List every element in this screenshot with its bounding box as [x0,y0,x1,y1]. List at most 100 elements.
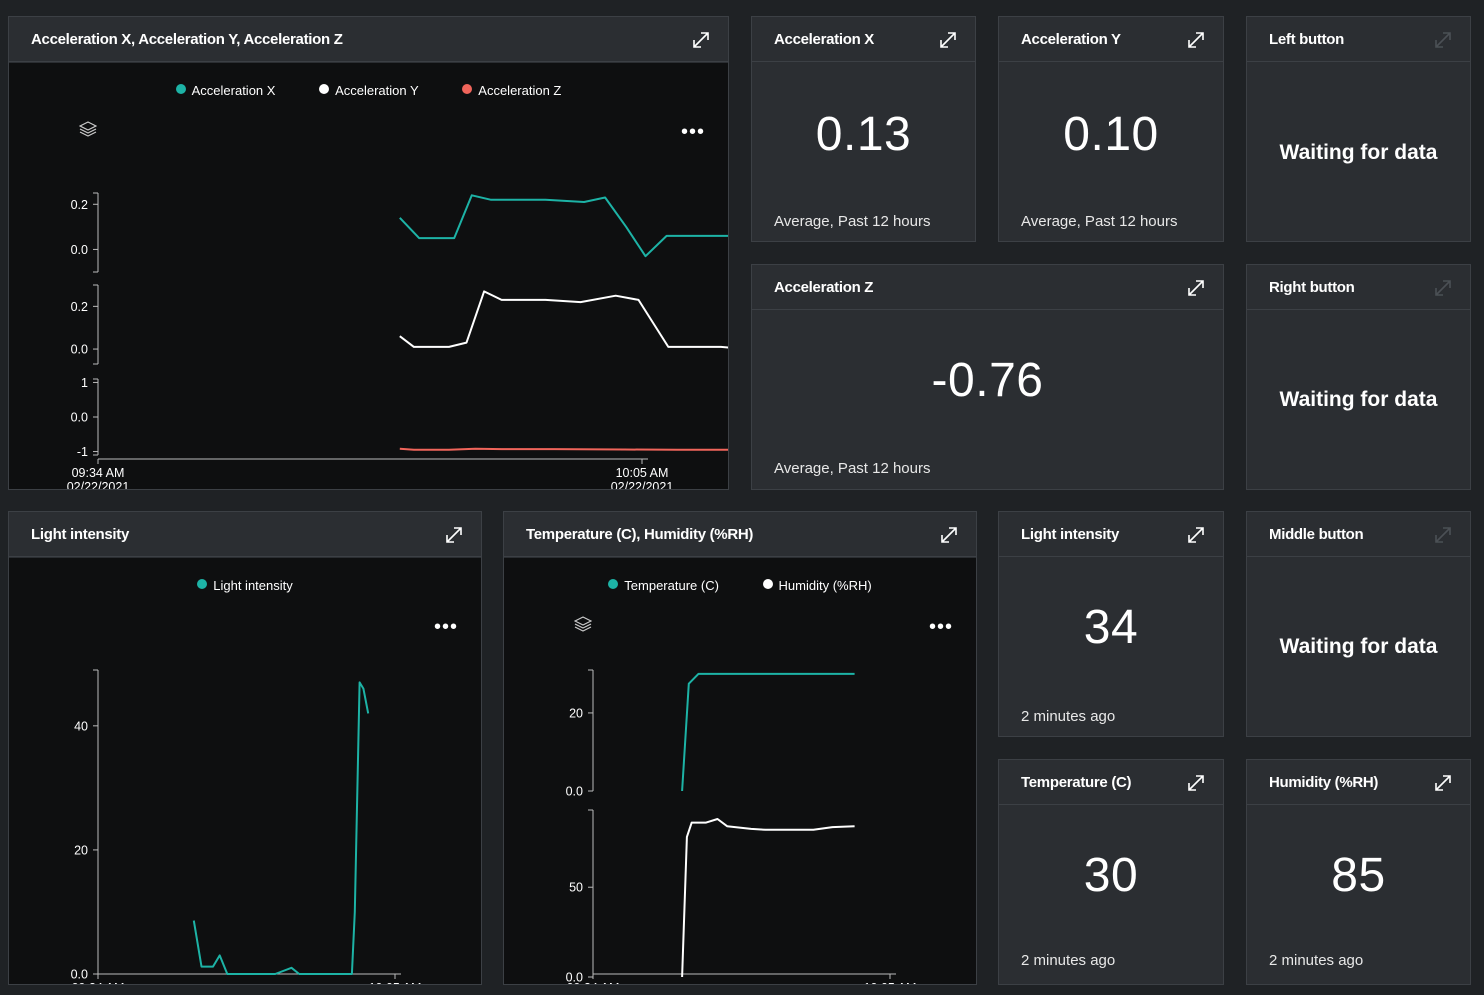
expand-icon[interactable] [938,524,960,546]
tile-title: Middle button [1269,526,1364,543]
tile-title: Light intensity [1021,526,1119,543]
expand-icon[interactable] [1185,277,1207,299]
status-text: Waiting for data [1279,141,1438,164]
series-line-light-intensity [192,681,370,975]
legend-item-acceleration-z[interactable]: Acceleration Z [462,83,561,98]
tile-header: Acceleration X [752,17,975,62]
temperature-kpi-tile: Temperature (C) 30 2 minutes ago [998,759,1224,985]
series-line-acceleration-y [399,290,728,349]
expand-icon[interactable] [690,29,712,51]
x-tick-date: 02/22/2021 [67,480,130,489]
tile-header: Temperature (C), Humidity (%RH) [504,512,976,557]
tile-title: Light intensity [31,526,129,543]
tile-header: Acceleration Y [999,17,1223,62]
tile-title: Temperature (C) [1021,774,1132,791]
legend-item-temperature[interactable]: Temperature (C) [608,578,719,593]
y-tick-label: 0.2 [71,300,88,314]
tile-title: Acceleration Y [1021,31,1121,48]
tile-title: Acceleration X, Acceleration Y, Accelera… [31,31,343,48]
tile-title: Humidity (%RH) [1269,774,1379,791]
tile-header: Temperature (C) [999,760,1223,805]
tile-header: Light intensity [9,512,481,557]
chart-legend: Acceleration X Acceleration Y Accelerati… [9,83,728,98]
layers-icon[interactable] [78,121,98,142]
chart-area: Light intensity ••• 09:34 AM02/22/202110… [9,558,481,984]
legend-dot-icon [462,84,473,94]
kpi-subtitle: Average, Past 12 hours [1021,213,1178,230]
temp-humidity-chart-tile: Temperature (C), Humidity (%RH) Temperat… [503,511,977,985]
accel-chart-tile: Acceleration X, Acceleration Y, Accelera… [8,16,729,490]
x-tick-label: 10:05 AM [864,981,917,984]
layers-icon[interactable] [573,616,593,637]
y-tick-label: 0.0 [71,411,88,425]
kpi-subtitle: 2 minutes ago [1021,708,1116,725]
accel-z-kpi-tile: Acceleration Z -0.76 Average, Past 12 ho… [751,264,1224,490]
y-tick-label: 0.0 [566,971,583,985]
x-tick-label: 09:34 AM [567,981,620,984]
legend-item-acceleration-y[interactable]: Acceleration Y [319,83,419,98]
kpi-value: 34 [1083,601,1139,654]
chart-area: Temperature (C) Humidity (%RH) ••• 09:34… [504,558,976,984]
tile-title: Acceleration Z [774,279,874,296]
expand-icon[interactable] [937,29,959,51]
tile-header: Acceleration X, Acceleration Y, Accelera… [9,17,728,62]
tile-header: Left button [1247,17,1470,62]
legend-dot-icon [175,84,186,94]
kpi-value: 30 [1083,849,1139,902]
legend-label: Acceleration Z [478,83,562,98]
legend-item-humidity[interactable]: Humidity (%RH) [762,578,872,593]
legend-item-acceleration-x[interactable]: Acceleration X [175,83,276,98]
expand-icon [1432,524,1454,546]
kpi-value: 85 [1331,849,1386,902]
middle-button-tile: Middle button Waiting for data [1246,511,1471,737]
tile-title: Right button [1269,279,1355,296]
kpi-value: 0.13 [815,108,912,161]
legend-dot-icon [762,579,773,589]
legend-label: Light intensity [213,578,293,593]
x-tick-label: 10:05 AM [369,981,422,984]
chart-area: Acceleration X Acceleration Y Accelerati… [9,63,728,489]
y-tick-label: 1 [81,376,88,390]
y-tick-label: 0.2 [71,198,88,212]
expand-icon[interactable] [1185,524,1207,546]
legend-label: Acceleration X [191,83,276,98]
chart-legend: Temperature (C) Humidity (%RH) [504,578,976,593]
legend-label: Acceleration Y [335,83,419,98]
accel-x-kpi-tile: Acceleration X 0.13 Average, Past 12 hou… [751,16,976,242]
expand-icon[interactable] [1185,772,1207,794]
legend-item-light-intensity[interactable]: Light intensity [197,578,293,593]
legend-label: Temperature (C) [624,578,719,593]
legend-dot-icon [197,579,208,589]
right-button-tile: Right button Waiting for data [1246,264,1471,490]
series-line-acceleration-z [399,447,728,451]
expand-icon[interactable] [1432,772,1454,794]
kpi-subtitle: Average, Past 12 hours [774,213,931,230]
tile-title: Temperature (C), Humidity (%RH) [526,526,754,543]
humidity-kpi-tile: Humidity (%RH) 85 2 minutes ago [1246,759,1471,985]
accel-y-kpi-tile: Acceleration Y 0.10 Average, Past 12 hou… [998,16,1224,242]
legend-label: Humidity (%RH) [778,578,872,593]
expand-icon [1432,277,1454,299]
legend-dot-icon [319,84,330,94]
expand-icon[interactable] [1185,29,1207,51]
chart-legend: Light intensity [9,578,481,593]
x-tick-label: 09:34 AM [72,981,125,984]
x-tick-label: 09:34 AM [72,466,125,480]
expand-icon[interactable] [443,524,465,546]
y-tick-label: 0.0 [71,343,88,357]
kpi-value: -0.76 [931,354,1044,407]
tile-header: Middle button [1247,512,1470,557]
y-tick-label: 0.0 [71,968,88,982]
y-tick-label: 0.0 [566,785,583,799]
y-tick-label: 50 [569,881,583,895]
y-tick-label: 40 [74,719,88,733]
left-button-tile: Left button Waiting for data [1246,16,1471,242]
tile-title: Acceleration X [774,31,875,48]
status-text: Waiting for data [1279,388,1438,411]
series-line-temperature-c [681,672,855,792]
x-tick-date: 02/22/2021 [611,480,674,489]
status-text: Waiting for data [1279,635,1438,658]
